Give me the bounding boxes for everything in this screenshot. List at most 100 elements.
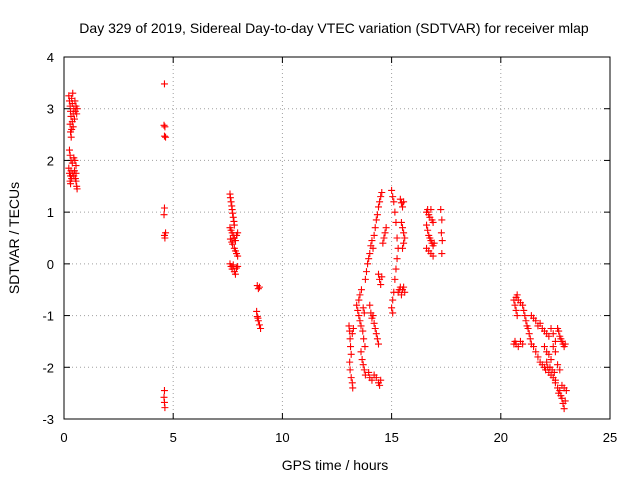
axis-ticks [63,56,611,420]
data-point [228,238,236,246]
data-point [349,384,357,392]
data-point [388,186,396,194]
data-point [67,180,75,188]
data-point [400,198,408,206]
data-point [161,123,169,131]
data-point [349,325,357,332]
data-point [391,275,399,283]
data-point [389,193,397,201]
data-point [532,348,540,356]
x-tick-labels: 0 5 10 15 20 25 [60,430,617,445]
data-point [429,252,437,260]
data-point [526,335,534,343]
data-point [519,340,527,348]
data-point [551,379,559,387]
data-point [424,226,432,234]
data-point [391,208,399,216]
y-tick-label: 1 [47,205,54,220]
data-point [555,327,563,335]
data-point [67,133,75,141]
data-point [346,358,354,366]
x-tick-label: 0 [60,430,67,445]
data-point [511,301,519,309]
data-point [357,286,365,294]
data-point [369,312,377,320]
data-point [254,285,262,293]
x-tick-label: 5 [170,430,177,445]
data-point [540,343,548,351]
data-point [355,296,363,304]
data-point [377,193,385,201]
data-point [360,366,368,374]
data-point [437,229,445,237]
data-point [438,250,446,258]
data-point [377,376,385,384]
data-point [534,353,542,361]
data-point [71,156,79,164]
data-point [160,204,168,212]
data-point [521,312,529,320]
data-point [362,268,370,276]
y-tick-labels: -3 -2 -1 0 1 2 3 4 [42,50,54,427]
data-point [513,291,521,299]
data-point [73,105,81,113]
data-point [547,356,555,364]
data-point [253,307,261,315]
data-point [346,335,354,343]
data-point [556,366,564,374]
data-point [69,89,77,97]
data-point [524,325,532,332]
data-point [437,206,445,214]
data-point [227,198,235,206]
x-tick-label: 20 [494,430,508,445]
data-point [72,177,80,185]
data-point [530,343,538,351]
data-point [551,348,559,356]
data-point [401,234,409,242]
data-point [356,291,364,299]
data-point [397,218,405,226]
data-point [357,322,365,330]
data-point [393,234,401,242]
data-point [370,319,378,327]
data-point [373,211,381,219]
data-point [374,203,382,211]
data-point [160,80,168,88]
data-point [560,405,568,413]
data-point [369,244,377,252]
data-point [380,234,388,242]
y-tick-label: 4 [47,50,54,65]
data-point [427,206,435,214]
data-point [550,368,558,376]
data-point [374,340,382,348]
data-point [359,304,367,312]
data-point [373,335,381,343]
y-axis-label: SDTVAR / TECUs [6,182,22,294]
data-point [400,283,408,291]
data-point [254,314,262,322]
data-point [229,261,237,269]
data-point [347,374,355,382]
data-point [73,185,81,193]
data-point [543,358,551,366]
data-point [68,118,76,126]
data-point [234,229,242,237]
data-point [429,218,437,226]
data-point [522,317,530,325]
plot-frame [63,56,611,420]
data-point [360,309,368,317]
data-point [66,151,74,159]
data-point [519,301,527,309]
data-point [226,194,234,202]
data-point [358,356,366,364]
data-point [368,237,376,245]
data-point [365,368,373,376]
data-point [554,361,562,369]
data-point [372,216,380,224]
y-tick-label: -2 [42,360,54,375]
data-point [234,262,242,270]
data-point [545,350,553,358]
data-point [382,224,390,232]
x-tick-label: 15 [384,430,398,445]
